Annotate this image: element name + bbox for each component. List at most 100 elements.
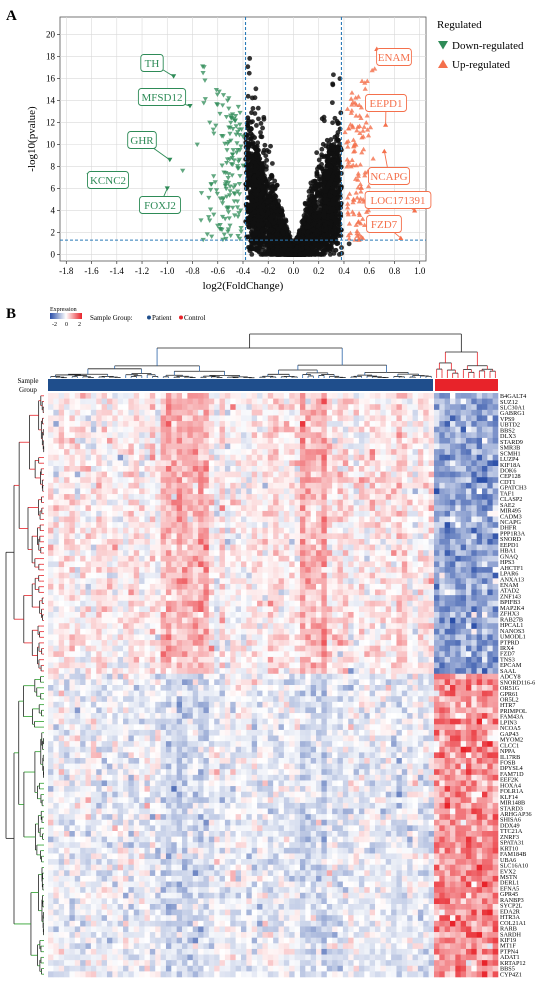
- x-tick-label: -1.0: [160, 266, 175, 276]
- gene-label-text: GHR: [130, 135, 154, 147]
- point-ns: [259, 161, 264, 166]
- point-ns: [245, 64, 250, 69]
- point-ns: [307, 201, 312, 206]
- point-ns: [246, 94, 251, 99]
- point-ns: [288, 243, 293, 248]
- point-ns: [246, 141, 251, 146]
- y-tick-label: 0: [51, 249, 56, 259]
- point-ns: [253, 231, 258, 236]
- point-ns: [262, 143, 267, 148]
- colorbar-tick-label: -2: [52, 322, 57, 328]
- point-ns: [315, 171, 320, 176]
- point-ns: [336, 173, 341, 178]
- point-ns: [336, 138, 341, 143]
- point-ns: [323, 200, 328, 205]
- point-ns: [280, 214, 285, 219]
- point-ns: [313, 204, 318, 209]
- panel-letter-b: B: [6, 306, 16, 322]
- point-ns: [308, 207, 313, 212]
- x-tick-label: -1.2: [135, 266, 149, 276]
- gene-label-text: EEPD1: [370, 98, 403, 110]
- point-ns: [327, 163, 332, 168]
- point-ns: [266, 194, 271, 199]
- legend-marker-down: [438, 41, 448, 50]
- point-ns: [256, 116, 261, 121]
- point-ns: [269, 227, 274, 232]
- point-ns: [261, 150, 266, 155]
- point-ns: [262, 117, 267, 122]
- point-ns: [250, 96, 255, 101]
- x-tick-label: -1.6: [84, 266, 99, 276]
- y-tick-label: 4: [51, 205, 56, 215]
- point-ns: [316, 184, 321, 189]
- point-ns: [311, 197, 316, 202]
- gene-label-text: KCNC2: [90, 175, 126, 187]
- point-ns: [312, 221, 317, 226]
- volcano-x-axis-label: log2(FoldChange): [203, 280, 284, 292]
- point-ns: [334, 248, 339, 253]
- point-ns: [256, 106, 261, 111]
- point-ns: [276, 226, 281, 231]
- point-ns: [248, 217, 253, 222]
- point-ns: [335, 157, 340, 162]
- point-ns: [280, 230, 285, 235]
- point-ns: [254, 152, 259, 157]
- point-ns: [248, 189, 253, 194]
- x-tick-label: 0.0: [288, 266, 300, 276]
- point-ns: [251, 199, 256, 204]
- point-ns: [293, 252, 298, 257]
- point-ns: [272, 196, 277, 201]
- y-tick-label: 16: [46, 74, 56, 84]
- point-ns: [258, 130, 263, 135]
- legend-label-up: Up-regulated: [452, 59, 511, 71]
- point-ns: [333, 226, 338, 231]
- point-ns: [252, 169, 257, 174]
- point-ns: [298, 251, 303, 256]
- point-ns: [303, 202, 308, 207]
- point-ns: [278, 209, 283, 214]
- point-ns: [247, 208, 252, 213]
- gene-label-text: MFSD12: [142, 92, 183, 104]
- gene-label-text: ENAM: [378, 52, 411, 64]
- point-ns: [286, 251, 291, 256]
- point-ns: [254, 189, 259, 194]
- gene-label-text: FOXJ2: [144, 200, 176, 212]
- point-ns: [322, 245, 327, 250]
- y-tick-label: 12: [46, 118, 55, 128]
- point-ns: [310, 188, 315, 193]
- point-ns: [247, 195, 252, 200]
- point-ns: [265, 200, 270, 205]
- point-ns: [326, 175, 331, 180]
- point-ns: [293, 247, 298, 252]
- point-ns: [265, 248, 270, 253]
- point-ns: [326, 155, 331, 160]
- gene-label-text: FZD7: [371, 219, 398, 231]
- point-ns: [314, 150, 319, 155]
- x-tick-label: -0.2: [261, 266, 275, 276]
- point-ns: [330, 213, 335, 218]
- y-tick-label: 14: [46, 96, 56, 106]
- point-ns: [315, 229, 320, 234]
- x-tick-label: 0.8: [389, 266, 401, 276]
- point-ns: [267, 185, 272, 190]
- y-tick-label: 2: [51, 227, 56, 237]
- point-ns: [253, 86, 258, 91]
- point-ns: [317, 214, 322, 219]
- point-ns: [306, 230, 311, 235]
- point-ns: [331, 147, 336, 152]
- gene-label-text: NCAPG: [370, 171, 407, 183]
- point-ns: [275, 202, 280, 207]
- point-ns: [329, 209, 334, 214]
- point-ns: [336, 121, 341, 126]
- volcano-legend: Regulated Down-regulated Up-regulated: [437, 19, 524, 71]
- point-ns: [247, 56, 252, 61]
- point-ns: [328, 182, 333, 187]
- colorbar-gradient: [50, 313, 82, 319]
- colorbar-tick-label: 2: [78, 322, 81, 328]
- row-dendrogram: [6, 396, 44, 974]
- point-ns: [330, 81, 335, 86]
- x-tick-label: -0.8: [185, 266, 200, 276]
